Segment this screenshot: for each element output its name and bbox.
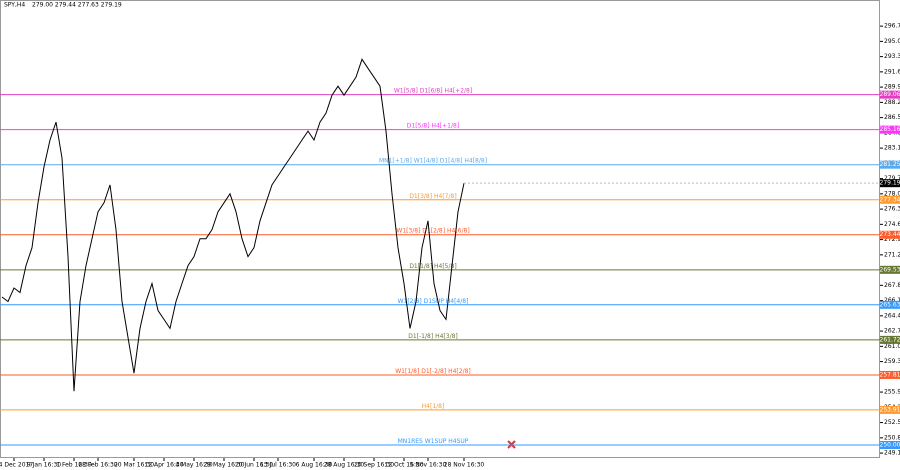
x-tick-label: 9 Jan 16:30 — [27, 462, 61, 469]
plot-frame — [0, 0, 880, 458]
y-tick-label: 250.80 — [884, 434, 900, 441]
y-tick-label: 274.60 — [884, 221, 900, 228]
x-tick-label: 12 Apr 16:30 — [144, 462, 183, 469]
level-label: W1[5/8] D1[6/8] H4[+2/8] — [394, 88, 472, 95]
price-box-label: 289.06 — [880, 91, 900, 98]
x-tick-label: 20 Sep 16:30 — [354, 462, 394, 469]
price-box-label: 273.44 — [880, 231, 900, 238]
level-label: W1[3/8] D1[2/8] H4[6/8] — [396, 228, 469, 235]
x-tick-label: 12 Oct 16:30 — [384, 462, 423, 469]
y-tick-label: 262.70 — [884, 328, 900, 335]
current-price-box — [880, 179, 900, 188]
price-box — [880, 195, 900, 204]
x-tick-label: 14 Dec 2017 — [0, 462, 33, 469]
y-tick-label: 249.10 — [884, 450, 900, 457]
price-box — [880, 405, 900, 414]
y-tick-label: 291.60 — [884, 68, 900, 75]
x-tick-label: 28 Aug 16:30 — [324, 462, 365, 469]
price-box — [880, 160, 900, 169]
x-tick-label: 13 Jul 16:30 — [260, 462, 296, 469]
x-tick-label: 20 Mar 16:30 — [114, 462, 154, 469]
current-price-label: 279.19 — [880, 180, 900, 187]
price-box — [880, 90, 900, 99]
y-tick-label: 271.20 — [884, 251, 900, 258]
price-box — [880, 230, 900, 239]
x-tick-label: 6 Aug 16:30 — [296, 462, 333, 469]
y-tick-label: 259.30 — [884, 358, 900, 365]
price-line — [1, 58, 465, 392]
level-label: D1[5/8] H4[+1/8] — [407, 123, 459, 130]
price-box — [880, 440, 900, 449]
price-box — [880, 335, 900, 344]
y-tick-label: 272.90 — [884, 236, 900, 243]
price-box — [880, 265, 900, 274]
price-box-label: 265.63 — [880, 301, 900, 308]
level-label: D1[3/8] H4[7/8] — [409, 193, 456, 200]
price-box — [880, 370, 900, 379]
y-tick-label: 267.80 — [884, 282, 900, 289]
level-label: MN1[+1/8] W1[4/8] D1[4/8] H4[8/8] — [379, 158, 487, 165]
price-box-label: 250.00 — [880, 441, 900, 448]
y-tick-label: 289.90 — [884, 84, 900, 91]
y-tick-label: 261.00 — [884, 343, 900, 350]
y-tick-label: 266.10 — [884, 297, 900, 304]
x-tick-label: 5 Nov 16:30 — [410, 462, 447, 469]
price-box-label: 281.25 — [880, 161, 900, 168]
x-tick-label: 29 May 16:30 — [203, 462, 244, 469]
level-label: D1[-1/8] H4[3/8] — [408, 333, 458, 340]
price-box-label: 285.16 — [880, 126, 900, 133]
level-label: W1[1/8] D1[-2/8] H4[2/8] — [395, 368, 471, 375]
chart-subtitle: 279.00 279.44 277.63 279.19 — [32, 2, 122, 9]
y-tick-label: 279.70 — [884, 175, 900, 182]
y-tick-label: 295.00 — [884, 38, 900, 45]
level-label: D1[1/8] H4[5/8] — [409, 263, 456, 270]
y-tick-label: 264.40 — [884, 312, 900, 319]
y-tick-label: 293.30 — [884, 53, 900, 60]
x-tick-label: 1 Feb 16:30 — [56, 462, 92, 469]
price-box — [880, 125, 900, 134]
chart-title: SPY,H4 — [4, 2, 25, 9]
x-tick-label: 28 Feb 16:30 — [78, 462, 118, 469]
price-box-label: 269.53 — [880, 266, 900, 273]
level-label: H4[1/8] — [422, 403, 445, 410]
y-tick-label: 255.90 — [884, 389, 900, 396]
y-tick-label: 283.10 — [884, 145, 900, 152]
x-tick-label: 20 Jun 16:30 — [235, 462, 273, 469]
price-box-label: 261.72 — [880, 336, 900, 343]
y-tick-label: 286.50 — [884, 114, 900, 121]
x-tick-label: 28 Nov 16:30 — [444, 462, 485, 469]
level-label: W1[2/8] D1SUP H4[4/8] — [398, 298, 469, 305]
y-tick-label: 276.30 — [884, 206, 900, 213]
price-box-label: 253.91 — [880, 406, 900, 413]
price-box-label: 277.34 — [880, 196, 900, 203]
price-box-label: 257.81 — [880, 371, 900, 378]
y-tick-label: 288.20 — [884, 99, 900, 106]
level-label: MN1RES W1SUP H4SUP — [398, 438, 469, 445]
price-box — [880, 300, 900, 309]
y-tick-label: 252.50 — [884, 419, 900, 426]
y-tick-label: 296.70 — [884, 23, 900, 30]
x-tick-label: 4 May 16:30 — [175, 462, 213, 469]
y-tick-label: 278.00 — [884, 190, 900, 197]
